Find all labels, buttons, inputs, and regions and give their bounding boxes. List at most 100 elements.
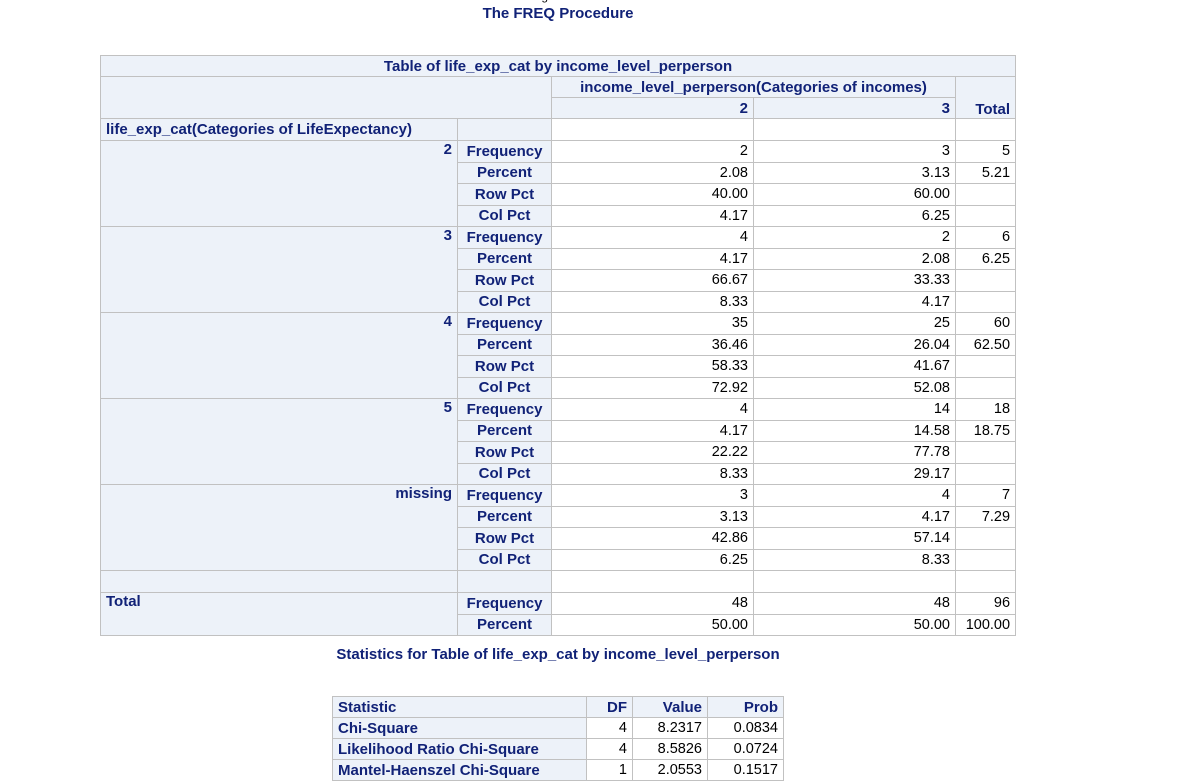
column-header: Statistic [332, 696, 587, 718]
stat-value: 14 [753, 398, 956, 421]
blank-cell [954, 376, 1017, 399]
stat-value: 18.75 [954, 419, 1017, 442]
row-group-label: 4 [100, 312, 458, 399]
stat-value: 48 [753, 592, 956, 615]
stat-value: 14.58 [753, 419, 956, 442]
blank-cell [954, 548, 1017, 571]
column-header: DF [586, 696, 633, 718]
stat-value: 62.50 [954, 333, 1017, 356]
stat-value: 4 [551, 226, 754, 249]
stat-name: Frequency [457, 592, 552, 615]
stat-name: Col Pct [457, 376, 552, 399]
stat-value: 4 [586, 717, 633, 739]
stat-value: 36.46 [551, 333, 754, 356]
table-title: Table of life_exp_cat by income_level_pe… [99, 55, 1017, 77]
stat-value: 66.67 [551, 269, 754, 292]
blank-cell [954, 441, 1017, 464]
statistic-name: Mantel-Haenszel Chi-Square [332, 759, 587, 781]
table-row [100, 570, 1017, 593]
stat-value: 29.17 [753, 462, 956, 485]
stat-name: Percent [457, 419, 552, 442]
blank-cell [551, 570, 754, 593]
statistics-title: Statistics for Table of life_exp_cat by … [336, 646, 780, 663]
stat-name: Percent [457, 613, 552, 636]
table-row: Col Pct 4.17 6.25 [101, 204, 1017, 227]
table-row: Mantel-Haenszel Chi-Square 1 2.0553 0.1517 [332, 759, 784, 781]
blank-cell [551, 118, 754, 141]
procedure-title: The FREQ Procedure [482, 5, 634, 22]
stat-value: 50.00 [551, 613, 754, 636]
statistic-name: Likelihood Ratio Chi-Square [332, 738, 587, 760]
blank-cell [954, 118, 1017, 141]
corner-cell [100, 76, 552, 119]
blank-cell [753, 118, 956, 141]
table-row: Percent 50.00 50.00 100.00 [101, 613, 1017, 636]
row-group-label: 3 [100, 226, 458, 313]
column-header: 2 [551, 97, 754, 119]
stat-value: 4.17 [753, 505, 956, 528]
table-row: Total Frequency 48 48 96 [100, 592, 1017, 636]
stat-value: 100.00 [954, 613, 1017, 636]
stat-value: 77.78 [753, 441, 956, 464]
table-row: 5 Frequency 4 14 18 [100, 398, 1017, 485]
stat-value: 6.25 [753, 204, 956, 227]
blank-cell [954, 527, 1017, 550]
stat-value: 2.0553 [632, 759, 708, 781]
stat-name: Frequency [457, 398, 552, 421]
stat-value: 50.00 [753, 613, 956, 636]
table-row: Likelihood Ratio Chi-Square 4 8.5826 0.0724 [332, 738, 784, 760]
stat-value: 60 [954, 312, 1017, 335]
table-row: 4 Frequency 35 25 60 [100, 312, 1017, 399]
blank-cell [954, 355, 1017, 378]
table-row: Row Pct 42.86 57.14 [101, 527, 1017, 550]
blank-header [457, 118, 552, 141]
stat-name: Row Pct [457, 441, 552, 464]
table-row: Percent 3.13 4.17 7.29 [101, 505, 1017, 528]
stat-name: Col Pct [457, 462, 552, 485]
column-header: 3 [753, 97, 956, 119]
stat-value: 2.08 [753, 247, 956, 270]
page-break: Page Break [0, 0, 1116, 3]
stat-value: 25 [753, 312, 956, 335]
stat-name: Percent [457, 247, 552, 270]
stat-name: Percent [457, 333, 552, 356]
blank-cell [954, 290, 1017, 313]
stat-value: 3.13 [753, 161, 956, 184]
table-row: 3 Frequency 4 2 6 [100, 226, 1017, 313]
stat-name: Frequency [457, 226, 552, 249]
blank-cell [954, 183, 1017, 206]
stat-value: 0.0834 [707, 717, 784, 739]
stat-value: 6 [954, 226, 1017, 249]
stat-value: 4.17 [551, 204, 754, 227]
blank-cell [954, 204, 1017, 227]
stat-value: 1 [586, 759, 633, 781]
table-row: Row Pct 22.22 77.78 [101, 441, 1017, 464]
stat-value: 4.17 [753, 290, 956, 313]
total-header: Total [954, 76, 1017, 119]
column-header: Prob [707, 696, 784, 718]
blank-cell [954, 570, 1017, 593]
stat-value: 0.0724 [707, 738, 784, 760]
blank-cell [753, 570, 956, 593]
stat-value: 52.08 [753, 376, 956, 399]
stat-name: Col Pct [457, 290, 552, 313]
table-row: 2 Frequency 2 3 5 [100, 140, 1017, 227]
stat-value: 35 [551, 312, 754, 335]
stat-name: Row Pct [457, 527, 552, 550]
stat-value: 41.67 [753, 355, 956, 378]
table-row: Percent 4.17 14.58 18.75 [101, 419, 1017, 442]
row-group-label: missing [100, 484, 458, 571]
stat-value: 6.25 [551, 548, 754, 571]
stat-value: 4 [551, 398, 754, 421]
table-row: life_exp_cat(Categories of LifeExpectanc… [100, 118, 1017, 141]
stat-value: 48 [551, 592, 754, 615]
stat-value: 4.17 [551, 419, 754, 442]
stat-value: 4.17 [551, 247, 754, 270]
stat-value: 8.33 [551, 462, 754, 485]
total-label: Total [100, 592, 458, 636]
row-variable: life_exp_cat(Categories of LifeExpectanc… [100, 118, 458, 141]
stat-value: 72.92 [551, 376, 754, 399]
stat-value: 96 [954, 592, 1017, 615]
